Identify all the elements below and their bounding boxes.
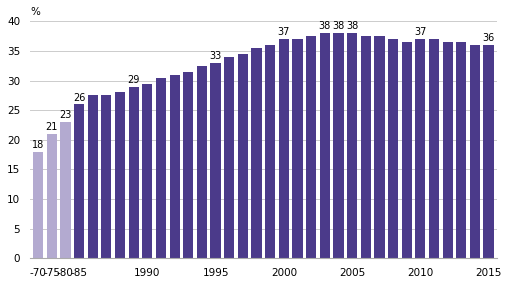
Bar (251, 48, 261, 258)
Bar (265, 45, 275, 258)
Bar (115, 92, 125, 258)
Bar (305, 36, 316, 258)
Bar (401, 42, 411, 258)
Text: 38: 38 (332, 21, 344, 31)
Bar (237, 54, 247, 258)
Bar (428, 39, 438, 258)
Bar (414, 39, 425, 258)
Text: 26: 26 (73, 93, 85, 103)
Bar (101, 95, 111, 258)
Bar (74, 104, 84, 258)
Text: 38: 38 (345, 21, 357, 31)
Text: 21: 21 (45, 122, 58, 132)
Bar (442, 42, 452, 258)
Bar (319, 33, 329, 258)
Bar (360, 36, 370, 258)
Text: 36: 36 (482, 33, 494, 43)
Text: 23: 23 (59, 110, 71, 120)
Bar (46, 134, 57, 258)
Text: 18: 18 (32, 140, 44, 150)
Bar (483, 45, 493, 258)
Text: 33: 33 (209, 51, 221, 61)
Bar (142, 84, 152, 258)
Bar (333, 33, 343, 258)
Bar (196, 66, 207, 258)
Bar (183, 72, 193, 258)
Text: 37: 37 (413, 27, 426, 37)
Bar (455, 42, 466, 258)
Bar (374, 36, 384, 258)
Bar (169, 75, 179, 258)
Bar (60, 122, 70, 258)
Bar (469, 45, 479, 258)
Bar (278, 39, 289, 258)
Bar (223, 57, 234, 258)
Bar (33, 152, 43, 258)
Bar (292, 39, 302, 258)
Text: 38: 38 (318, 21, 330, 31)
Bar (346, 33, 356, 258)
Text: %: % (30, 7, 40, 17)
Bar (156, 78, 166, 258)
Bar (210, 63, 220, 258)
Bar (88, 95, 98, 258)
Bar (387, 39, 398, 258)
Bar (128, 87, 138, 258)
Text: 29: 29 (127, 75, 139, 85)
Text: 37: 37 (277, 27, 290, 37)
